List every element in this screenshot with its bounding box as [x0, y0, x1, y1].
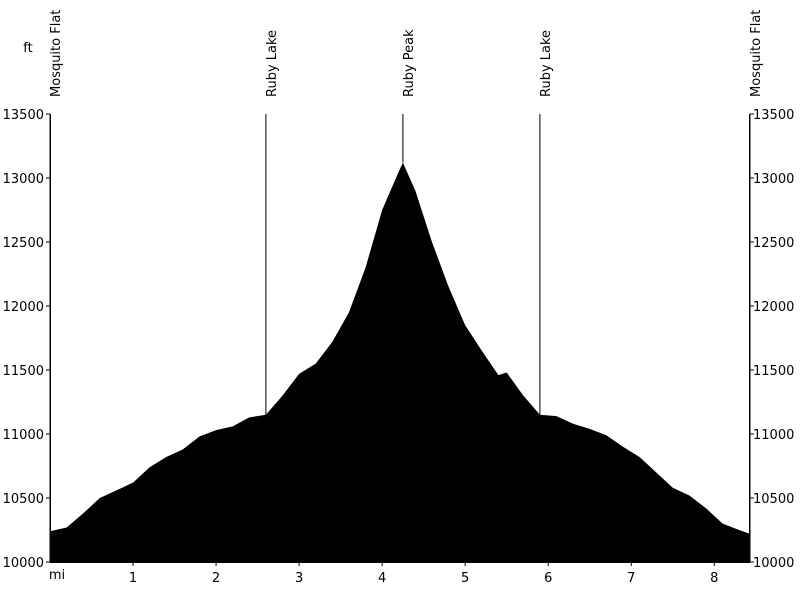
y2-tick-label: 10000 [753, 556, 794, 571]
x-tick-label: 1 [129, 571, 137, 586]
y-tick-label: 10500 [3, 492, 44, 507]
y-tick-label: 12000 [3, 300, 44, 315]
x-tick-label: 5 [461, 571, 469, 586]
y-tick-label: 10000 [3, 556, 44, 571]
waypoint-label: Mosquito Flat [749, 10, 764, 97]
y-tick-label: 13500 [3, 108, 44, 123]
y2-tick-label: 11000 [753, 428, 794, 443]
y2-tick-label: 12000 [753, 300, 794, 315]
x-tick-label: 3 [295, 571, 303, 586]
y2-tick-label: 13500 [753, 108, 794, 123]
x-tick-label: 4 [378, 571, 386, 586]
waypoint-label: Ruby Peak [402, 29, 417, 97]
waypoint-label: Mosquito Flat [49, 10, 64, 97]
elevation-area [50, 162, 750, 562]
y2-tick-label: 12500 [753, 236, 794, 251]
x-tick-label: 8 [710, 571, 718, 586]
y2-tick-label: 10500 [753, 492, 794, 507]
y2-tick-label: 13000 [753, 172, 794, 187]
y-tick-label: 11000 [3, 428, 44, 443]
x-tick-label: 7 [627, 571, 635, 586]
y-tick-label: 11500 [3, 364, 44, 379]
y2-tick-label: 11500 [753, 364, 794, 379]
waypoint-label: Ruby Lake [265, 30, 280, 97]
x-tick-label: 2 [212, 571, 220, 586]
y-tick-label: 12500 [3, 236, 44, 251]
y-tick-label: 13000 [3, 172, 44, 187]
x-axis-label: mi [49, 568, 65, 583]
y-axis-label: ft [23, 41, 32, 56]
x-tick-label: 6 [544, 571, 552, 586]
waypoint-label: Ruby Lake [539, 30, 554, 97]
